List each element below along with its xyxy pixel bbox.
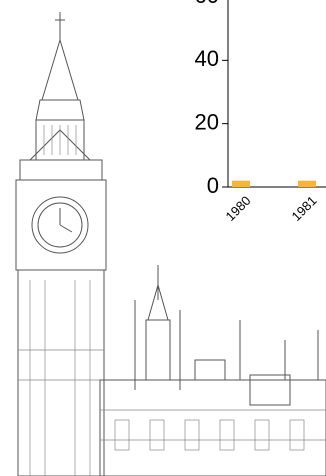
x-tick-label: 1980 xyxy=(222,193,253,224)
x-tick-label: 1981 xyxy=(288,193,319,224)
y-tick-label: 0 xyxy=(207,173,219,198)
y-tick-label: 20 xyxy=(195,109,219,134)
background-sketch xyxy=(16,12,326,476)
y-tick-label: 40 xyxy=(195,46,219,71)
bar xyxy=(232,181,250,187)
page: 020406019801981 (() => { const data = JS… xyxy=(0,0,326,476)
chart: 0 20 40 60 1980 1981 xyxy=(0,0,326,476)
bar xyxy=(298,181,316,187)
y-tick-label: 60 xyxy=(195,0,219,8)
